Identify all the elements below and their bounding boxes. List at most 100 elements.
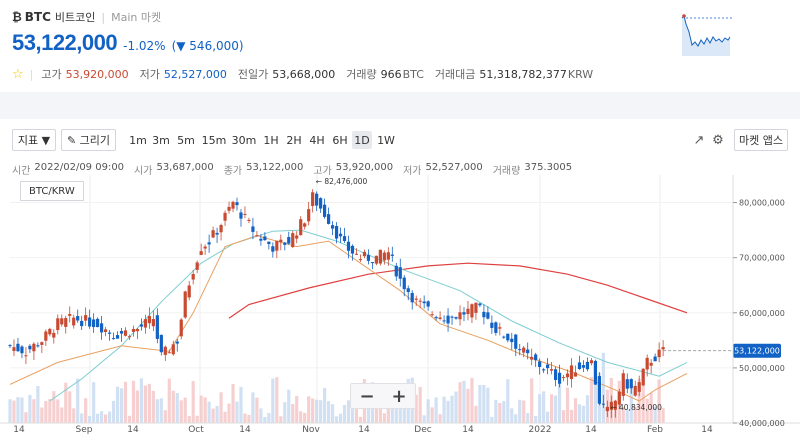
volume-bar xyxy=(629,383,633,423)
candle-body xyxy=(542,369,546,371)
candle-body xyxy=(534,354,538,361)
volume-bar xyxy=(498,402,502,423)
volume-bar xyxy=(115,386,120,423)
ohlc-low-label: 저가 xyxy=(403,166,422,177)
volume-bar xyxy=(16,397,20,423)
volume-bar xyxy=(199,395,203,423)
volume-bar xyxy=(195,415,199,423)
volume-bar xyxy=(311,398,315,423)
candle-body xyxy=(450,316,454,318)
candle-body xyxy=(115,335,120,339)
volume-bar xyxy=(131,380,136,423)
volume-bar xyxy=(323,387,327,423)
zoom-out-button[interactable]: − xyxy=(359,385,375,407)
candle-body xyxy=(203,246,207,249)
candle-body xyxy=(653,356,657,362)
candle-body xyxy=(315,193,319,206)
high-label: 고가 xyxy=(41,68,62,81)
candle-body xyxy=(195,262,199,270)
x-axis: 14 Sep 14 Oct 14 Nov 14 Dec 14 2022 14 Feb 14 xyxy=(0,422,800,435)
candle-body xyxy=(518,349,522,351)
volume-bar xyxy=(522,400,526,423)
chart-toolbar: 지표 ▼ ✎ 그리기 1m 3m 5m 15m 30m 1H 2H 4H 6H … xyxy=(0,119,800,161)
candle-body xyxy=(490,322,494,328)
candle-body xyxy=(199,251,203,255)
market-apps-button[interactable]: 마켓 앱스 xyxy=(734,129,788,151)
candle-body xyxy=(458,312,462,320)
candle-body xyxy=(418,300,422,302)
volume-bar xyxy=(107,411,112,423)
volume-bar xyxy=(334,416,339,423)
candle-body xyxy=(546,364,550,369)
popout-icon[interactable]: ↗ xyxy=(693,132,705,148)
section-gap xyxy=(0,92,800,119)
volume-bar xyxy=(601,352,605,423)
candle-body xyxy=(386,252,390,260)
candle-body xyxy=(227,206,231,211)
volume-bar xyxy=(155,399,159,423)
candle-body xyxy=(32,343,36,352)
chart-annotations: 53,122,000 ← 82,476,000 ← 40,834,000 xyxy=(316,177,781,412)
volume-bar xyxy=(159,398,163,423)
draw-button[interactable]: ✎ 그리기 xyxy=(61,129,116,151)
candle-body xyxy=(530,356,534,360)
timeframe-4h[interactable]: 4H xyxy=(309,133,325,147)
volume-bar xyxy=(187,415,191,423)
indicator-button[interactable]: 지표 ▼ xyxy=(12,129,56,151)
timeframe-6h[interactable]: 6H xyxy=(332,133,348,147)
volume-bar xyxy=(418,386,422,423)
volume-bar xyxy=(510,408,514,423)
volume-bar xyxy=(291,403,295,423)
timeframe-3m[interactable]: 3m xyxy=(152,133,170,147)
prev-close-label: 전일가 xyxy=(237,68,269,81)
trade-amount-unit: KRW xyxy=(567,67,594,81)
x-tick-label: 14 xyxy=(127,425,139,435)
timeframe-5m[interactable]: 5m xyxy=(177,133,195,147)
candle-body xyxy=(514,334,518,349)
volume-bar xyxy=(227,403,231,423)
volume-bar xyxy=(474,405,478,423)
candle-body xyxy=(390,254,394,256)
timeframe-30m[interactable]: 30m xyxy=(231,133,257,147)
volume-bar xyxy=(581,405,586,423)
open-value: 53,687,000 xyxy=(156,162,214,173)
volume-bar xyxy=(179,400,183,423)
volume-bar xyxy=(490,416,494,423)
candle-body xyxy=(597,376,601,404)
candle-body xyxy=(16,343,20,352)
volume-bar xyxy=(534,416,538,423)
favorite-star-icon[interactable]: ☆ xyxy=(12,66,24,82)
price-chart[interactable]: 53,122,000 ← 82,476,000 ← 40,834,000 14 Sep… xyxy=(0,175,800,435)
candle-body xyxy=(334,226,339,239)
candle-body xyxy=(577,362,582,370)
candle-body xyxy=(362,251,367,257)
timeframe-1m[interactable]: 1m xyxy=(129,133,147,147)
volume-bar xyxy=(633,406,637,423)
candle-body xyxy=(20,346,24,354)
high-value: 53,920,000 xyxy=(65,67,129,81)
candle-body xyxy=(88,317,92,327)
volume-bar xyxy=(8,399,12,423)
timeframe-15m[interactable]: 15m xyxy=(201,133,227,147)
candle-body xyxy=(191,274,195,280)
candle-body xyxy=(259,238,263,241)
open-label: 시가 xyxy=(134,166,153,177)
volume-bar xyxy=(235,401,239,423)
divider: | xyxy=(101,10,106,24)
x-tick-label: 14 xyxy=(462,425,474,435)
volume-bar xyxy=(506,379,510,423)
volume-bar xyxy=(211,408,215,423)
current-price-label: 53,122,000 xyxy=(734,347,780,356)
gear-icon[interactable]: ⚙ xyxy=(712,132,724,148)
volume-bar xyxy=(40,407,44,423)
timeframe-2h[interactable]: 2H xyxy=(286,133,302,147)
timeframe-1d[interactable]: 1D xyxy=(352,131,372,149)
volume-value: 966 xyxy=(380,67,402,81)
timeframe-1h[interactable]: 1H xyxy=(263,133,279,147)
volume-bar xyxy=(466,388,470,423)
timeframe-1w[interactable]: 1W xyxy=(377,133,395,147)
y-tick-label: 80,000,000 xyxy=(739,199,785,208)
candle-body xyxy=(637,382,641,392)
min-price-label: ← 40,834,000 xyxy=(610,403,662,412)
zoom-in-button[interactable]: + xyxy=(391,385,407,407)
